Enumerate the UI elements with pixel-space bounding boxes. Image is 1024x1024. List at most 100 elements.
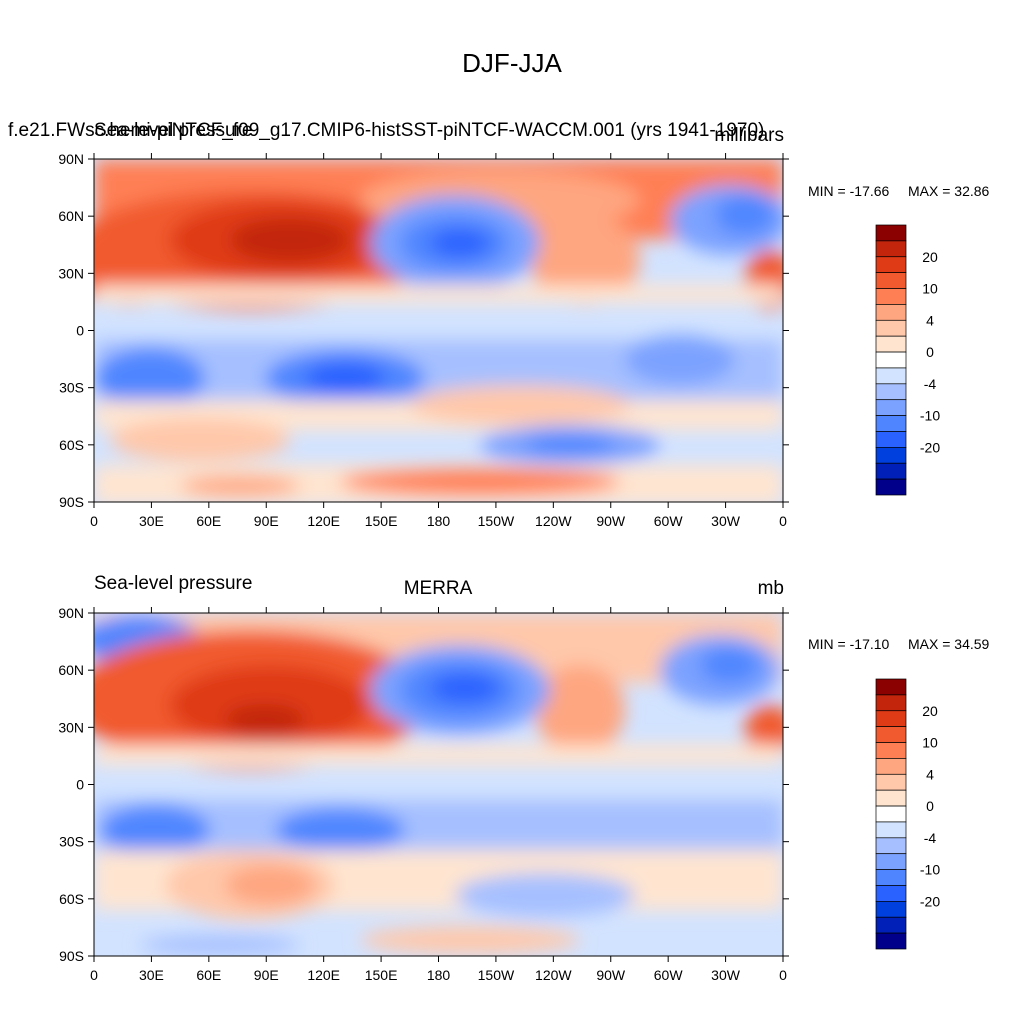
axis-ticks: 90N 60N 30N 0 30S 60S 90S 0 30E 60E 90E 120E 150E 180… bbox=[58, 151, 789, 983]
colorbar-segment bbox=[875, 319, 907, 337]
colorbar-segment bbox=[875, 351, 907, 369]
panel2-map bbox=[93, 612, 784, 957]
colorbar-segment bbox=[875, 885, 907, 902]
lon-tick-label: 30W bbox=[711, 513, 741, 529]
lat-tick-label: 90N bbox=[58, 605, 84, 621]
colorbar-segment bbox=[875, 288, 907, 305]
lon-tick-label: 180 bbox=[427, 513, 451, 529]
colorbar-segment bbox=[875, 415, 907, 432]
colorbar-segment bbox=[875, 478, 907, 496]
colorbar-segment bbox=[875, 789, 907, 807]
lon-tick-label: 60E bbox=[196, 513, 221, 529]
colorbar-segment bbox=[875, 240, 907, 258]
lon-tick-label: 150E bbox=[365, 513, 398, 529]
colorbar-label: -4 bbox=[924, 830, 937, 846]
colorbar-segment bbox=[875, 694, 907, 712]
lon-tick-label: 120E bbox=[307, 967, 340, 983]
lon-tick-label: 0 bbox=[90, 513, 98, 529]
lon-tick-label: 90W bbox=[596, 967, 626, 983]
colorbar-segment bbox=[875, 431, 907, 448]
colorbar-label: 4 bbox=[926, 766, 934, 782]
lon-tick-label: 60W bbox=[654, 967, 684, 983]
panel1-units-string: millibars bbox=[714, 125, 784, 146]
lon-tick-label: 120E bbox=[307, 513, 340, 529]
panel2-variable-string: Sea-level pressure bbox=[94, 573, 253, 594]
figure-title: DJF-JJA bbox=[462, 48, 562, 78]
colorbar-label: 20 bbox=[922, 249, 938, 265]
lon-tick-label: 150E bbox=[365, 967, 398, 983]
colorbar-segment bbox=[875, 462, 907, 480]
lat-tick-label: 90S bbox=[59, 948, 84, 964]
lat-tick-label: 90N bbox=[58, 151, 84, 167]
colorbar-segment bbox=[875, 710, 907, 727]
lat-tick-label: 30N bbox=[58, 719, 84, 735]
lat-tick-label: 30S bbox=[59, 834, 84, 850]
colorbar-segment bbox=[875, 367, 907, 385]
lat-tick-label: 60N bbox=[58, 662, 84, 678]
colorbar-segment bbox=[875, 758, 907, 775]
colorbar-label: -4 bbox=[924, 376, 937, 392]
colorbar-segment bbox=[875, 901, 907, 918]
colorbar-segment bbox=[875, 932, 907, 950]
panel1-variable-string: Sea-level pressure bbox=[94, 120, 253, 141]
lat-tick-label: 0 bbox=[76, 323, 84, 339]
lon-tick-label: 30E bbox=[139, 513, 164, 529]
colorbar-segment bbox=[875, 399, 907, 416]
colorbar-segment bbox=[875, 304, 907, 321]
colorbar-label: -10 bbox=[920, 862, 940, 878]
lon-tick-label: 120W bbox=[535, 513, 572, 529]
lon-tick-label: 60W bbox=[654, 513, 684, 529]
colorbar-segment bbox=[875, 726, 907, 743]
lat-tick-label: 60N bbox=[58, 208, 84, 224]
lat-tick-label: 60S bbox=[59, 437, 84, 453]
panel2-max-label: MAX = 34.59 bbox=[908, 636, 990, 652]
lat-tick-label: 90S bbox=[59, 494, 84, 510]
lat-tick-label: 30S bbox=[59, 380, 84, 396]
lon-tick-label: 60E bbox=[196, 967, 221, 983]
colorbar-label: 20 bbox=[922, 703, 938, 719]
colorbar-segment bbox=[875, 383, 907, 401]
colorbar-label: -20 bbox=[920, 439, 940, 455]
lon-tick-label: 0 bbox=[779, 513, 787, 529]
lon-tick-label: 90W bbox=[596, 513, 626, 529]
colorbar-segment bbox=[875, 869, 907, 886]
colorbar-segment bbox=[875, 272, 907, 289]
colorbar-segment bbox=[875, 256, 907, 273]
colorbar-label: -20 bbox=[920, 893, 940, 909]
colorbar-segment bbox=[875, 916, 907, 934]
colorbars: 20 10 4 0 -4 -10 -20 20 10 4 0 -4 -10 -20 bbox=[875, 224, 940, 950]
colorbar-label: 10 bbox=[922, 281, 938, 297]
colorbar-segment bbox=[875, 335, 907, 353]
lat-tick-label: 0 bbox=[76, 777, 84, 793]
lon-tick-label: 30W bbox=[711, 967, 741, 983]
lon-tick-label: 150W bbox=[478, 967, 515, 983]
colorbar-segment bbox=[875, 742, 907, 759]
panel2-min-label: MIN = -17.10 bbox=[808, 636, 890, 652]
lon-tick-label: 120W bbox=[535, 967, 572, 983]
panel1-min-label: MIN = -17.66 bbox=[808, 183, 890, 199]
colorbar-segment bbox=[875, 805, 907, 823]
panel1-left-string: f.e21.FWsc.hemi-piNTCF_f09_g17.CMIP6-his… bbox=[8, 120, 765, 141]
colorbar-label: 4 bbox=[926, 312, 934, 328]
lat-tick-label: 30N bbox=[58, 265, 84, 281]
lon-tick-label: 0 bbox=[90, 967, 98, 983]
colorbar-label: 0 bbox=[926, 798, 934, 814]
panel1-map bbox=[93, 158, 784, 503]
colorbar-label: 0 bbox=[926, 344, 934, 360]
lon-tick-label: 0 bbox=[779, 967, 787, 983]
panel2-units-string: mb bbox=[757, 578, 784, 599]
colorbar-segment bbox=[875, 447, 907, 464]
colorbar-segment bbox=[875, 853, 907, 870]
lon-tick-label: 150W bbox=[478, 513, 515, 529]
colorbar-segment bbox=[875, 821, 907, 839]
lat-tick-label: 60S bbox=[59, 891, 84, 907]
lon-tick-label: 180 bbox=[427, 967, 451, 983]
lon-tick-label: 90E bbox=[254, 513, 279, 529]
colorbar-segment bbox=[875, 773, 907, 791]
panel1-max-label: MAX = 32.86 bbox=[908, 183, 990, 199]
colorbar-segment bbox=[875, 837, 907, 855]
colorbar-label: 10 bbox=[922, 735, 938, 751]
lon-tick-label: 30E bbox=[139, 967, 164, 983]
lon-tick-label: 90E bbox=[254, 967, 279, 983]
